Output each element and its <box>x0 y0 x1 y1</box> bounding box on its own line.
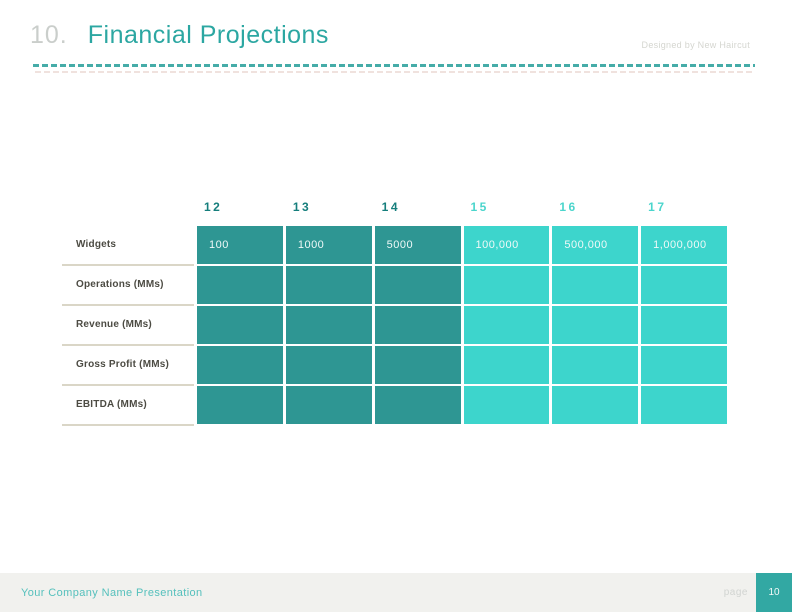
table-cell <box>374 346 461 384</box>
table-cell <box>197 306 283 344</box>
table-cell <box>463 386 550 424</box>
table-cell <box>197 346 283 384</box>
company-name-text: Your Company Name Presentation <box>21 586 203 599</box>
table-cell <box>641 266 727 304</box>
table-cell: 5000 <box>374 226 461 264</box>
page-number: 10 <box>768 587 780 598</box>
table-cell <box>552 386 639 424</box>
col-header: 16 <box>559 200 578 214</box>
table-cell <box>552 306 639 344</box>
col-header-empty <box>62 200 194 226</box>
row-label-widgets: Widgets <box>62 226 194 266</box>
slide-number-prefix: 10. <box>30 21 68 49</box>
table-cell <box>285 266 372 304</box>
table-cell <box>641 306 727 344</box>
slide-footer: Your Company Name Presentation page 10 <box>0 573 792 612</box>
page-number-badge: 10 <box>756 573 792 612</box>
col-header: 14 <box>381 200 401 214</box>
table-cell: 500,000 <box>552 226 639 264</box>
table-cell <box>285 306 372 344</box>
table-cell <box>285 346 372 384</box>
row-label-revenue: Revenue (MMs) <box>62 306 194 346</box>
col-header: 15 <box>470 200 489 214</box>
slide-title: Financial Projections <box>87 21 329 49</box>
table-cell <box>552 346 639 384</box>
table-cell <box>552 266 639 304</box>
row-label-ebitda: EBITDA (MMs) <box>62 386 194 426</box>
title-divider-dashed <box>33 64 755 67</box>
table-cell <box>463 266 550 304</box>
row-label-operations: Operations (MMs) <box>62 266 194 306</box>
col-header: 12 <box>204 200 223 214</box>
table-cell <box>197 266 283 304</box>
page-word-label: page <box>723 587 748 598</box>
slide-header: 10. Financial Projections <box>30 21 329 50</box>
table-cell <box>463 306 550 344</box>
table-cell <box>641 346 727 384</box>
table-header-row: 12 13 14 15 16 17 <box>62 200 727 226</box>
col-header: 13 <box>292 200 312 214</box>
col-header: 17 <box>648 200 667 214</box>
table-cell: 100,000 <box>463 226 550 264</box>
table-cell <box>197 386 283 424</box>
table-cell <box>374 386 461 424</box>
table-body: Widgets 100 1000 5000 100,000 500,000 1,… <box>62 226 727 426</box>
table-cell: 100 <box>197 226 283 264</box>
table-cell: 1,000,000 <box>641 226 727 264</box>
table-cell <box>374 306 461 344</box>
table-cell <box>285 386 372 424</box>
financial-projections-table: 12 13 14 15 16 17 Widgets 100 1000 5000 … <box>62 200 727 426</box>
table-cell <box>641 386 727 424</box>
table-cell <box>374 266 461 304</box>
row-label-gross-profit: Gross Profit (MMs) <box>62 346 194 386</box>
table-cell <box>463 346 550 384</box>
table-cell: 1000 <box>285 226 372 264</box>
credit-text: Designed by New Haircut <box>641 40 750 50</box>
title-divider-shadow <box>35 71 755 73</box>
